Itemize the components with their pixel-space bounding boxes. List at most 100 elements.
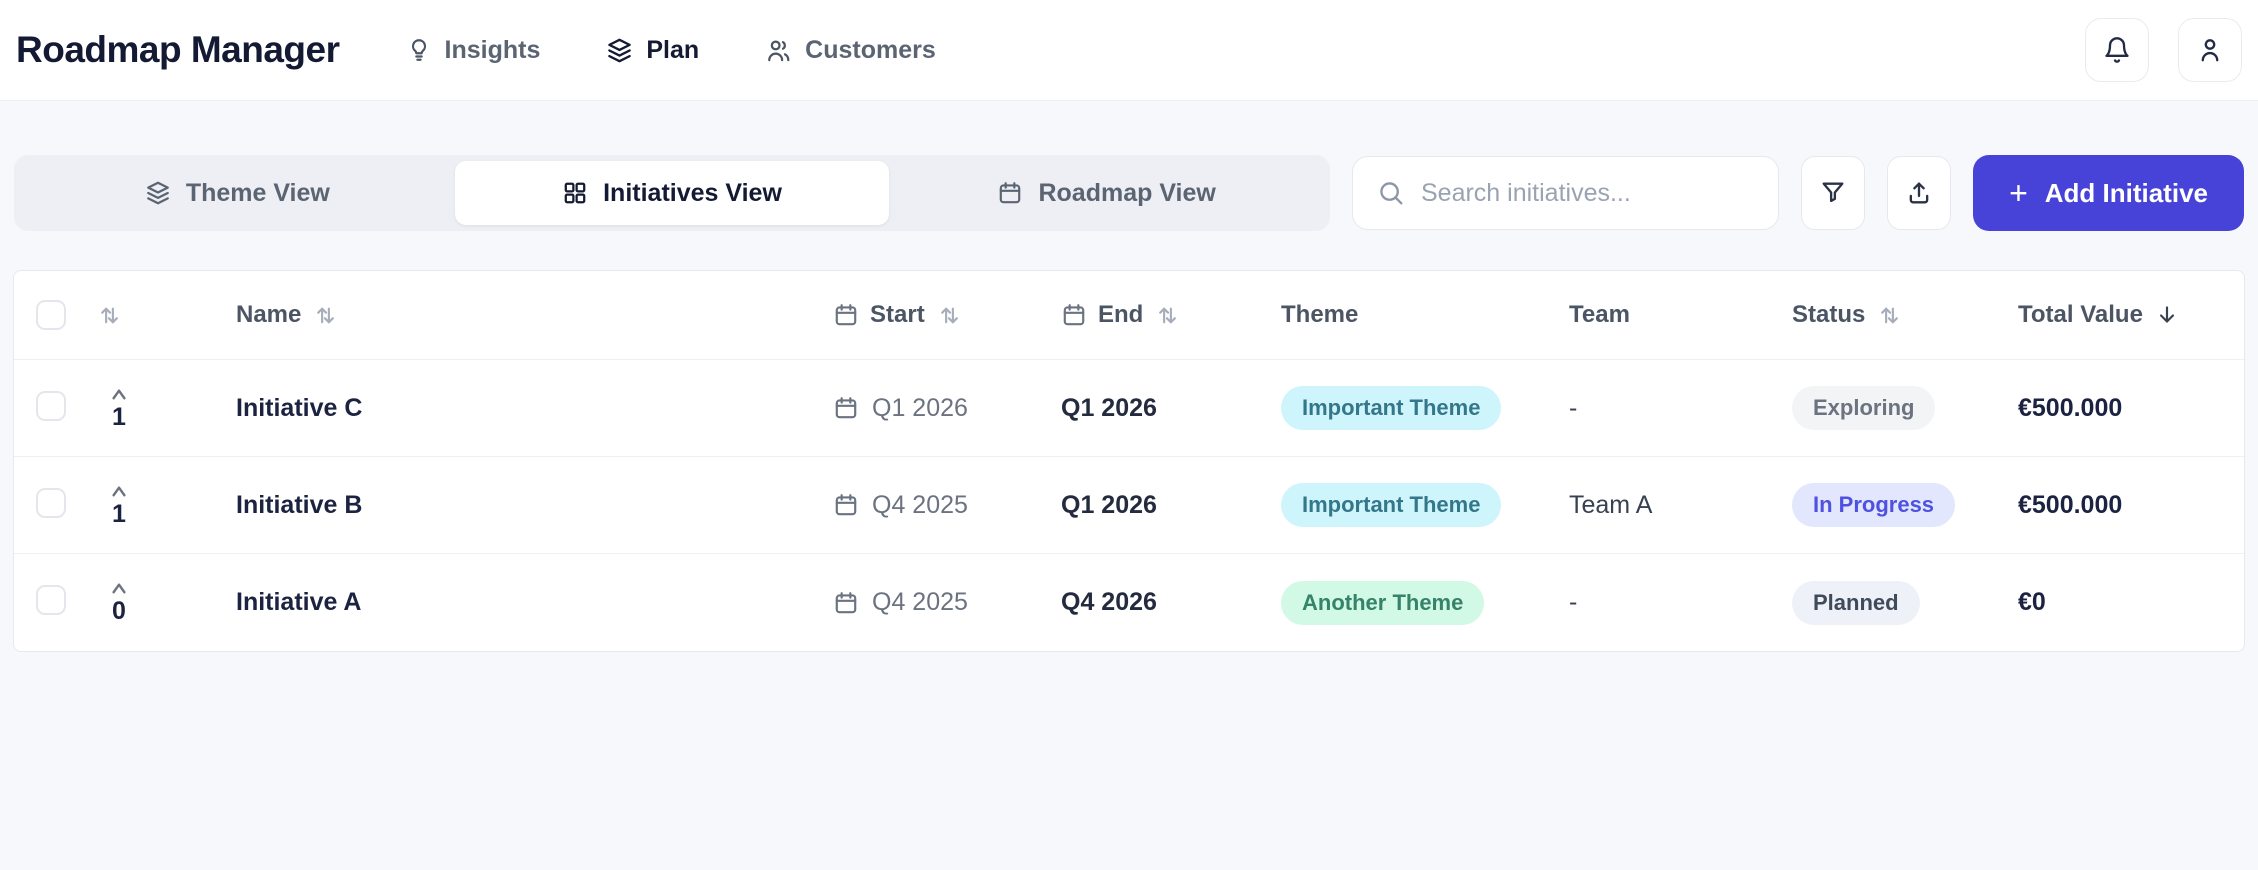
bell-icon bbox=[2103, 36, 2131, 64]
theme-badge: Another Theme bbox=[1281, 580, 1485, 625]
tab-roadmap-view[interactable]: Roadmap View bbox=[889, 161, 1324, 225]
app-title: Roadmap Manager bbox=[16, 29, 340, 70]
lightbulb-icon bbox=[406, 37, 432, 63]
nav-label: Insights bbox=[444, 35, 541, 64]
notifications-button[interactable] bbox=[2085, 18, 2149, 82]
chevron-up-icon bbox=[106, 482, 132, 502]
export-button[interactable] bbox=[1887, 156, 1952, 230]
sort-updown-icon bbox=[936, 302, 963, 329]
tab-label: Roadmap View bbox=[1038, 178, 1216, 207]
add-initiative-button[interactable]: + Add Initiative bbox=[1973, 155, 2244, 231]
table-row: 1 Initiative B Q4 2025 Q1 2026 Important… bbox=[14, 457, 2244, 554]
team-cell: - bbox=[1569, 393, 1578, 422]
users-icon bbox=[765, 37, 792, 64]
column-header-end[interactable]: End bbox=[1061, 301, 1281, 329]
grid-icon bbox=[562, 180, 588, 206]
theme-cell: Important Theme bbox=[1281, 483, 1569, 527]
view-switcher: Theme View Initiatives View Roadmap Vi bbox=[14, 155, 1330, 231]
calendar-icon bbox=[833, 395, 859, 421]
initiative-name[interactable]: Initiative B bbox=[236, 490, 363, 519]
add-initiative-label: Add Initiative bbox=[2044, 177, 2208, 208]
nav-item-plan[interactable]: Plan bbox=[606, 36, 699, 65]
sort-updown-icon bbox=[1154, 302, 1181, 329]
team-cell: Team A bbox=[1569, 490, 1653, 519]
status-badge: In Progress bbox=[1792, 483, 1956, 527]
nav-label: Plan bbox=[646, 35, 700, 64]
sort-down-icon bbox=[2154, 302, 2180, 328]
column-header-total-value[interactable]: Total Value bbox=[2018, 301, 2230, 329]
account-button[interactable] bbox=[2178, 18, 2242, 82]
nav-item-insights[interactable]: Insights bbox=[406, 35, 541, 65]
upvote-button[interactable]: 0 bbox=[96, 579, 142, 626]
theme-cell: Another Theme bbox=[1281, 580, 1569, 625]
sort-updown-icon bbox=[96, 302, 123, 329]
vote-count: 1 bbox=[112, 499, 126, 528]
toolbar: Theme View Initiatives View Roadmap Vi bbox=[14, 155, 2244, 231]
search-icon bbox=[1377, 179, 1405, 207]
row-select-checkbox[interactable] bbox=[36, 390, 66, 421]
theme-badge: Important Theme bbox=[1281, 386, 1502, 430]
tab-initiatives-view[interactable]: Initiatives View bbox=[454, 161, 890, 225]
sort-updown-icon bbox=[312, 302, 339, 329]
tab-theme-view[interactable]: Theme View bbox=[20, 161, 455, 225]
table-row: 1 Initiative C Q1 2026 Q1 2026 Important… bbox=[14, 360, 2244, 457]
layers-icon bbox=[145, 180, 171, 206]
column-header-votes[interactable] bbox=[96, 302, 196, 329]
initiative-name[interactable]: Initiative C bbox=[236, 393, 363, 422]
total-value: €0 bbox=[2018, 588, 2046, 616]
filter-funnel-icon bbox=[1819, 179, 1847, 207]
column-header-team: Team bbox=[1569, 301, 1630, 328]
nav-label: Customers bbox=[805, 35, 936, 64]
row-select-checkbox[interactable] bbox=[36, 487, 66, 518]
column-header-start[interactable]: Start bbox=[833, 301, 1061, 329]
total-value: €500.000 bbox=[2018, 490, 2123, 519]
layers-icon bbox=[606, 37, 633, 64]
column-header-name[interactable]: Name bbox=[196, 301, 833, 329]
start-cell: Q4 2025 bbox=[833, 588, 1061, 617]
main-nav: Insights Plan Customers bbox=[406, 36, 936, 65]
total-value: €500.000 bbox=[2018, 393, 2123, 422]
initiatives-table: Name Start bbox=[13, 270, 2245, 652]
filter-button[interactable] bbox=[1801, 156, 1866, 230]
team-cell: - bbox=[1569, 588, 1578, 616]
user-icon bbox=[2196, 36, 2224, 64]
status-badge: Exploring bbox=[1792, 386, 1936, 430]
start-cell: Q1 2026 bbox=[833, 394, 1061, 423]
search-box bbox=[1352, 156, 1780, 230]
calendar-icon bbox=[1061, 302, 1087, 328]
column-header-status[interactable]: Status bbox=[1792, 301, 2018, 329]
theme-cell: Important Theme bbox=[1281, 386, 1569, 430]
select-all-checkbox[interactable] bbox=[36, 300, 66, 330]
upvote-button[interactable]: 1 bbox=[96, 482, 142, 529]
sort-updown-icon bbox=[1876, 302, 1903, 329]
table-row: 0 Initiative A Q4 2025 Q4 2026 Another T… bbox=[14, 554, 2244, 651]
row-select-checkbox[interactable] bbox=[36, 585, 66, 615]
calendar-icon bbox=[997, 180, 1023, 206]
table-header-row: Name Start bbox=[14, 271, 2244, 360]
calendar-icon bbox=[833, 492, 859, 518]
status-badge: Planned bbox=[1792, 580, 1920, 625]
status-cell: Exploring bbox=[1792, 386, 2018, 430]
header-actions bbox=[2085, 18, 2242, 82]
calendar-icon bbox=[833, 302, 859, 328]
calendar-icon bbox=[833, 590, 859, 616]
start-cell: Q4 2025 bbox=[833, 491, 1061, 520]
tab-label: Initiatives View bbox=[603, 178, 782, 207]
upvote-button[interactable]: 1 bbox=[96, 385, 142, 432]
tab-label: Theme View bbox=[185, 178, 330, 207]
search-input[interactable] bbox=[1421, 178, 1755, 208]
plus-icon: + bbox=[2009, 175, 2028, 211]
end-cell: Q4 2026 bbox=[1061, 588, 1157, 616]
column-header-theme: Theme bbox=[1281, 301, 1359, 328]
chevron-up-icon bbox=[106, 385, 132, 405]
initiative-name[interactable]: Initiative A bbox=[236, 588, 362, 616]
end-cell: Q1 2026 bbox=[1061, 490, 1157, 519]
app-header: Roadmap Manager Insights Plan bbox=[0, 0, 2258, 101]
vote-count: 1 bbox=[112, 402, 126, 431]
vote-count: 0 bbox=[112, 597, 126, 625]
status-cell: Planned bbox=[1792, 580, 2018, 625]
nav-item-customers[interactable]: Customers bbox=[765, 36, 936, 65]
end-cell: Q1 2026 bbox=[1061, 393, 1157, 422]
theme-badge: Important Theme bbox=[1281, 483, 1502, 527]
status-cell: In Progress bbox=[1792, 483, 2018, 527]
